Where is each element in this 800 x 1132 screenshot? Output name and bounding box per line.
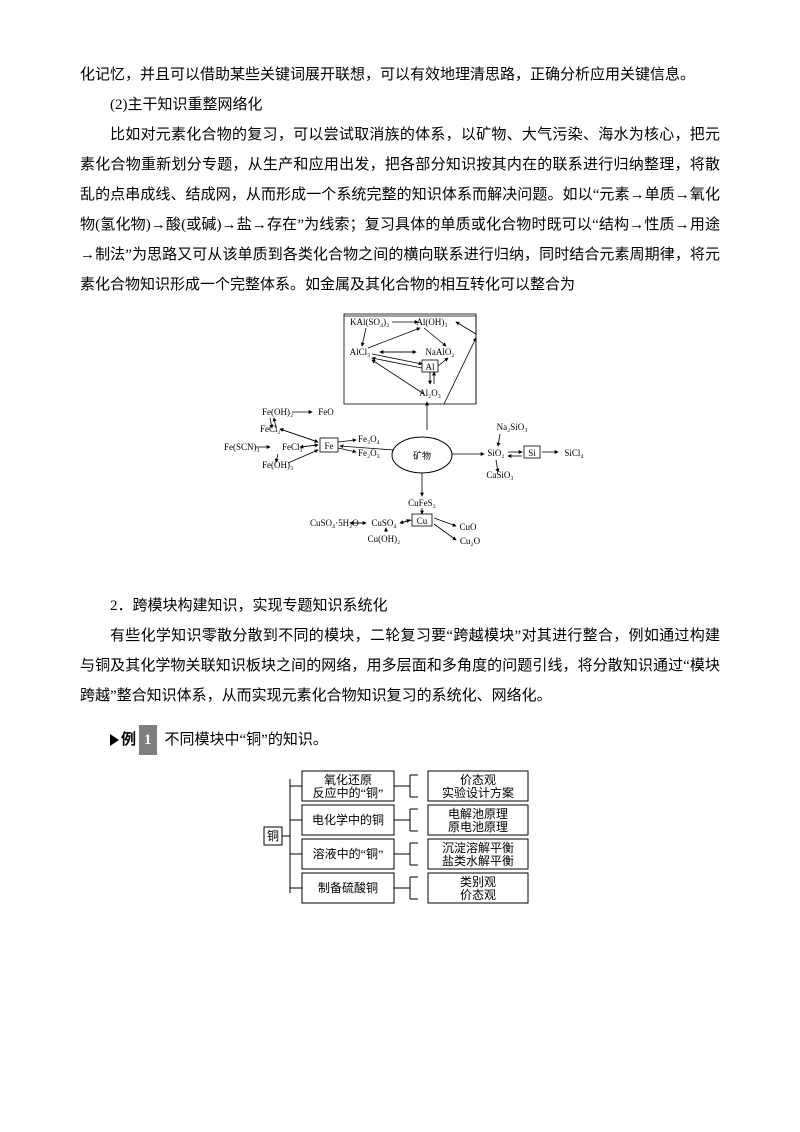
svg-text:氧化还原反应中的“铜”: 氧化还原反应中的“铜”	[313, 773, 384, 800]
paragraph-5: 有些化学知识零散分散到不同的模块，二轮复习要“跨越模块”对其进行整合，例如通过构…	[80, 621, 720, 711]
svg-text:CuSO₄: CuSO₄	[371, 518, 396, 528]
example-text: 不同模块中“铜”的知识。	[165, 725, 328, 755]
svg-text:价态观实验设计方案: 价态观实验设计方案	[442, 773, 514, 800]
svg-text:KAl(SO₄)₂: KAl(SO₄)₂	[350, 317, 389, 327]
svg-text:Fe₂O₃: Fe₂O₃	[358, 448, 380, 458]
svg-text:Fe(SCN)₃: Fe(SCN)₃	[224, 442, 260, 452]
svg-text:CuFeS₂: CuFeS₂	[408, 498, 436, 508]
figure-1-network-diagram: KAl(SO₄)₂Al(OH)₃AlCl₃NaAlO₂AlAl₂O₃矿物Fe(O…	[80, 310, 720, 581]
svg-text:矿物: 矿物	[413, 450, 431, 461]
svg-text:NaAlO₂: NaAlO₂	[425, 347, 454, 357]
svg-text:Cu₂O: Cu₂O	[460, 536, 481, 546]
svg-text:AlCl₃: AlCl₃	[350, 347, 371, 357]
svg-text:SiO₂: SiO₂	[487, 448, 504, 458]
svg-text:电化学中的铜: 电化学中的铜	[312, 812, 384, 827]
svg-text:SiCl₄: SiCl₄	[564, 448, 583, 458]
svg-text:Al: Al	[426, 362, 435, 372]
svg-text:Fe(OH)₃: Fe(OH)₃	[262, 460, 293, 470]
svg-text:制备硫酸铜: 制备硫酸铜	[318, 880, 378, 895]
svg-text:FeO: FeO	[318, 407, 334, 417]
paragraph-3: 比如对元素化合物的复习，可以尝试取消族的体系，以矿物、大气污染、海水为核心，把元…	[80, 120, 720, 300]
svg-text:Al(OH)₃: Al(OH)₃	[416, 317, 447, 327]
svg-text:Fe₃O₄: Fe₃O₄	[358, 434, 380, 444]
svg-text:Na₂SiO₃: Na₂SiO₃	[497, 422, 528, 432]
svg-text:Si: Si	[528, 448, 536, 458]
svg-text:沉淀溶解平衡盐类水解平衡: 沉淀溶解平衡盐类水解平衡	[442, 840, 514, 868]
example-tag: 例 1	[110, 725, 157, 755]
example-label: 例	[121, 725, 136, 755]
svg-text:溶液中的“铜”: 溶液中的“铜”	[313, 846, 384, 861]
svg-text:Fe(OH)₂: Fe(OH)₂	[262, 407, 293, 417]
subheading-section-2: 2．跨模块构建知识，实现专题知识系统化	[80, 591, 720, 621]
example-number: 1	[139, 725, 157, 755]
svg-text:Cu(OH)₂: Cu(OH)₂	[368, 534, 401, 544]
svg-text:电解池原理原电池原理: 电解池原理原电池原理	[448, 807, 508, 834]
svg-text:FeCl₂: FeCl₂	[260, 424, 281, 434]
svg-text:类别观价态观: 类别观价态观	[460, 875, 496, 902]
svg-text:CaSiO₃: CaSiO₃	[486, 470, 513, 480]
svg-text:FeCl₃: FeCl₃	[282, 442, 303, 452]
figure-2-module-diagram: 铜 氧化还原反应中的“铜” 价态观实验设计方案电化学中的铜 电解池原理原电池原理溶液中…	[80, 765, 720, 916]
paragraph-continuation: 化记忆，并且可以借助某些关键词展开联想，可以有效地理清思路，正确分析应用关键信息…	[80, 60, 720, 90]
svg-text:铜: 铜	[267, 828, 279, 843]
svg-text:Fe: Fe	[325, 441, 334, 451]
subheading-2: (2)主干知识重整网络化	[80, 90, 720, 120]
svg-text:Cu: Cu	[417, 516, 428, 526]
triangle-icon	[110, 734, 119, 746]
example-1-heading: 例 1 不同模块中“铜”的知识。	[110, 725, 720, 755]
svg-text:CuO: CuO	[459, 522, 477, 532]
